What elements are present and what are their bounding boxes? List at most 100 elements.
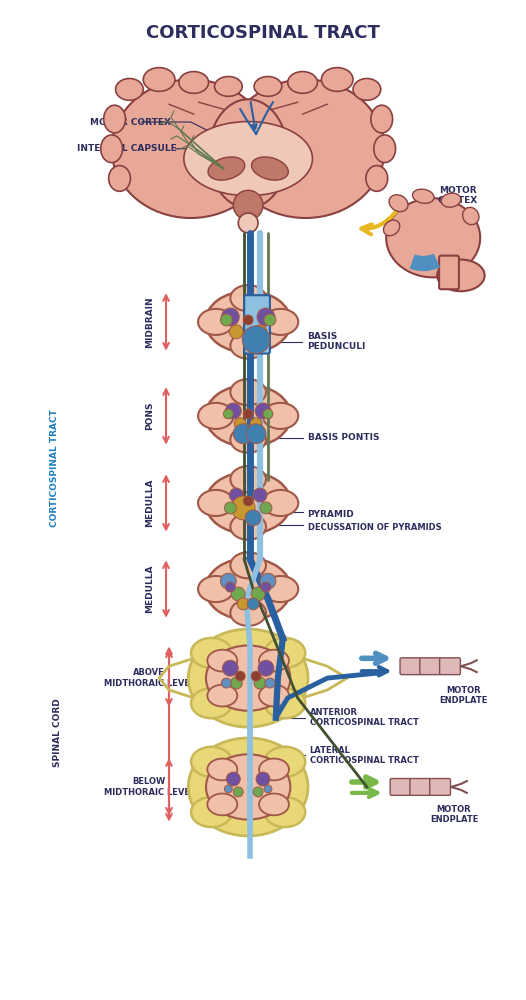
Ellipse shape: [101, 135, 123, 163]
FancyBboxPatch shape: [430, 779, 450, 795]
Circle shape: [264, 314, 276, 326]
Circle shape: [220, 573, 236, 589]
Circle shape: [226, 582, 235, 592]
Text: CORTICOSPINAL TRACT: CORTICOSPINAL TRACT: [146, 24, 380, 42]
Text: MIDBRAIN: MIDBRAIN: [145, 296, 154, 348]
Ellipse shape: [259, 685, 289, 706]
Ellipse shape: [188, 738, 308, 836]
Circle shape: [222, 660, 238, 676]
FancyBboxPatch shape: [410, 779, 431, 795]
Ellipse shape: [437, 260, 484, 291]
Circle shape: [224, 409, 234, 419]
Text: CORTICOSPINAL TRACT: CORTICOSPINAL TRACT: [50, 409, 59, 527]
FancyBboxPatch shape: [439, 256, 459, 289]
Ellipse shape: [230, 600, 266, 626]
Ellipse shape: [366, 166, 388, 191]
Ellipse shape: [259, 794, 289, 815]
Text: MEDULLA: MEDULLA: [145, 565, 154, 613]
Ellipse shape: [198, 490, 234, 516]
Circle shape: [225, 785, 232, 793]
Ellipse shape: [462, 207, 479, 225]
FancyBboxPatch shape: [400, 658, 421, 675]
Ellipse shape: [198, 309, 234, 335]
Ellipse shape: [234, 190, 263, 220]
Text: MOTOR
CORTEX: MOTOR CORTEX: [438, 186, 478, 205]
Ellipse shape: [374, 135, 396, 163]
Text: MOTOR
ENDPLATE: MOTOR ENDPLATE: [440, 686, 488, 705]
Text: INTERNAL CAPSULE: INTERNAL CAPSULE: [77, 144, 177, 153]
Circle shape: [226, 403, 241, 419]
Ellipse shape: [230, 466, 266, 492]
Ellipse shape: [184, 122, 312, 196]
Circle shape: [229, 325, 243, 339]
Circle shape: [253, 325, 267, 339]
Ellipse shape: [116, 78, 143, 100]
FancyBboxPatch shape: [244, 295, 270, 354]
Ellipse shape: [321, 68, 353, 91]
Circle shape: [230, 677, 242, 689]
Circle shape: [235, 671, 245, 681]
Ellipse shape: [412, 189, 434, 203]
Circle shape: [225, 502, 236, 514]
Circle shape: [250, 418, 262, 430]
Text: MOTOR
ENDPLATE: MOTOR ENDPLATE: [430, 805, 478, 824]
Text: ABOVE
MIDTHORAIC LEVEL: ABOVE MIDTHORAIC LEVEL: [104, 668, 195, 688]
Circle shape: [253, 488, 267, 502]
Ellipse shape: [265, 747, 305, 777]
Circle shape: [243, 409, 253, 419]
Ellipse shape: [230, 552, 266, 578]
Circle shape: [261, 582, 271, 592]
Ellipse shape: [206, 472, 291, 534]
Circle shape: [229, 488, 243, 502]
Ellipse shape: [353, 78, 381, 100]
Circle shape: [226, 772, 240, 786]
Ellipse shape: [262, 309, 298, 335]
Ellipse shape: [207, 794, 237, 815]
Ellipse shape: [371, 105, 392, 133]
Ellipse shape: [262, 576, 298, 602]
Ellipse shape: [198, 576, 234, 602]
Circle shape: [234, 787, 243, 797]
Ellipse shape: [230, 514, 266, 540]
Ellipse shape: [230, 427, 266, 453]
Ellipse shape: [109, 166, 130, 191]
Circle shape: [234, 418, 246, 430]
Text: ANTERIOR
CORTICOSPINAL TRACT: ANTERIOR CORTICOSPINAL TRACT: [309, 708, 418, 727]
Circle shape: [260, 502, 272, 514]
Ellipse shape: [198, 403, 234, 429]
FancyBboxPatch shape: [420, 658, 441, 675]
Circle shape: [254, 677, 266, 689]
Text: SPINAL CORD: SPINAL CORD: [53, 698, 62, 767]
Text: BELOW
MIDTHORAIC LEVEL: BELOW MIDTHORAIC LEVEL: [104, 777, 195, 797]
Ellipse shape: [188, 629, 308, 727]
Wedge shape: [410, 254, 439, 270]
Circle shape: [221, 308, 239, 326]
Ellipse shape: [265, 797, 305, 827]
Ellipse shape: [215, 77, 242, 96]
Circle shape: [263, 409, 273, 419]
Ellipse shape: [112, 79, 270, 218]
Text: DECUSSATION OF PYRAMIDS: DECUSSATION OF PYRAMIDS: [308, 523, 441, 532]
Ellipse shape: [226, 79, 385, 218]
Circle shape: [238, 213, 258, 233]
Ellipse shape: [206, 291, 291, 353]
FancyBboxPatch shape: [390, 779, 411, 795]
Ellipse shape: [207, 759, 237, 780]
Ellipse shape: [207, 685, 237, 706]
Ellipse shape: [265, 638, 305, 668]
Ellipse shape: [206, 645, 290, 711]
Circle shape: [246, 424, 266, 444]
Circle shape: [231, 496, 255, 520]
Text: BASIS
PEDUNCULI: BASIS PEDUNCULI: [308, 332, 366, 351]
Ellipse shape: [230, 285, 266, 311]
Ellipse shape: [262, 490, 298, 516]
Circle shape: [260, 573, 276, 589]
Ellipse shape: [288, 72, 317, 93]
Ellipse shape: [389, 195, 408, 212]
Text: PONS: PONS: [145, 402, 154, 430]
Ellipse shape: [209, 99, 288, 208]
Text: BASIS PONTIS: BASIS PONTIS: [308, 433, 379, 442]
Text: PYRAMID: PYRAMID: [308, 510, 355, 519]
Ellipse shape: [207, 650, 237, 671]
Circle shape: [220, 314, 232, 326]
